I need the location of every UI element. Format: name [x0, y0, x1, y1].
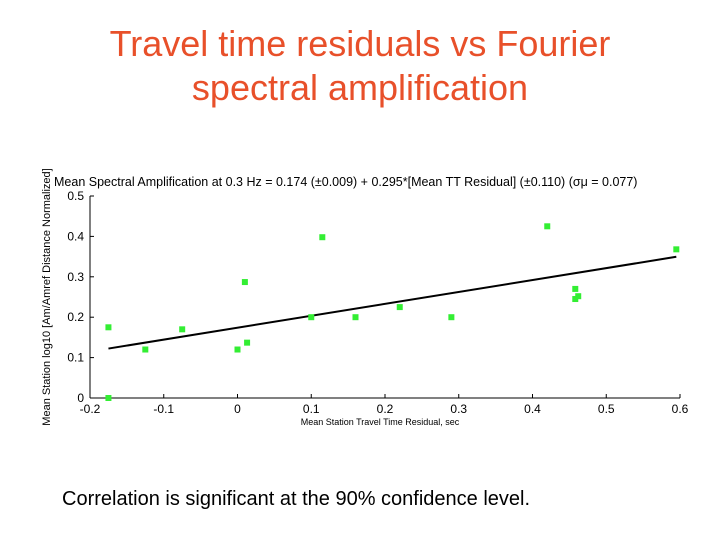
scatter-point: [105, 395, 112, 401]
x-tick-label: 0.3: [450, 402, 467, 416]
x-tick-label: 0.1: [303, 402, 320, 416]
x-axis-ticks: -0.2 -0.1 0 0.1 0.2 0.3 0.4 0.5 0.6: [80, 394, 689, 416]
y-axis-ticks: 0 0.1 0.2 0.3 0.4 0.5: [67, 189, 94, 405]
slide-title-line-1: Travel time residuals vs Fourier: [109, 23, 611, 64]
scatter-point: [244, 339, 251, 346]
data-points: [105, 223, 680, 401]
y-axis-label: Mean Station log10 [Am/Amref Distance No…: [41, 168, 53, 425]
x-tick-label: 0.2: [377, 402, 394, 416]
scatter-point: [308, 314, 315, 321]
y-tick-label: 0.2: [67, 310, 84, 324]
plot-frame: [90, 196, 680, 398]
x-tick-label: -0.2: [80, 402, 101, 416]
x-tick-label: -0.1: [153, 402, 174, 416]
y-tick-label: 0: [77, 391, 84, 405]
scatter-point: [544, 223, 551, 230]
scatter-point: [241, 279, 248, 286]
scatter-point: [179, 326, 186, 333]
scatter-point: [352, 314, 359, 321]
scatter-point: [234, 346, 241, 353]
x-axis-label: Mean Station Travel Time Residual, sec: [301, 417, 460, 427]
scatter-point: [448, 314, 455, 321]
slide-caption: Correlation is significant at the 90% co…: [62, 488, 531, 510]
x-tick-label: 0: [234, 402, 241, 416]
slide-title: Travel time residuals vs Fourier spectra…: [40, 22, 680, 110]
slide-title-line-2: spectral amplification: [191, 67, 529, 108]
y-tick-label: 0.1: [67, 351, 84, 365]
scatter-point: [142, 346, 149, 353]
scatter-point: [673, 246, 680, 253]
scatter-point: [396, 304, 403, 311]
scatter-point: [572, 285, 579, 292]
scatter-point: [575, 293, 582, 300]
x-tick-label: 0.6: [672, 402, 689, 416]
scatter-point: [105, 324, 112, 331]
x-tick-label: 0.5: [598, 402, 615, 416]
regression-line: [108, 255, 677, 350]
y-tick-label: 0.4: [67, 229, 84, 243]
scatter-point: [319, 234, 326, 241]
x-tick-label: 0.4: [524, 402, 541, 416]
chart-title: Mean Spectral Amplification at 0.3 Hz = …: [54, 175, 637, 189]
y-tick-label: 0.3: [67, 270, 84, 284]
y-tick-label: 0.5: [67, 189, 84, 203]
